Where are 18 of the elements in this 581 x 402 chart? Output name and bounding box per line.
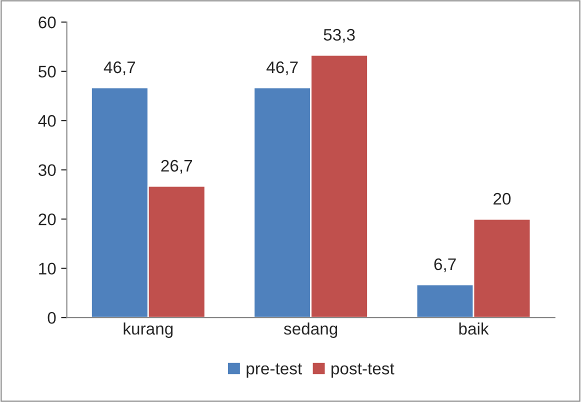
legend-label: pre-test: [246, 364, 302, 378]
y-tick-label: 60: [38, 16, 56, 28]
data-label: 20: [494, 192, 511, 205]
y-tick-label: 0: [48, 312, 56, 324]
y-tick-label: 10: [39, 262, 56, 275]
data-label: 26,7: [161, 160, 192, 174]
x-tick-label: sedang: [284, 322, 338, 338]
data-label: 6,7: [434, 258, 456, 272]
y-tick-label: 30: [38, 164, 56, 176]
y-tick-label: 20: [38, 213, 56, 226]
data-label: 53,3: [324, 28, 355, 43]
y-tick-label: 40: [38, 115, 56, 127]
x-tick-label: kurang: [124, 322, 173, 338]
x-tick-label: baik: [459, 322, 489, 335]
data-label: 46,7: [104, 61, 136, 76]
data-label: 46,7: [266, 61, 298, 76]
y-tick-label: 50: [38, 66, 56, 78]
legend-label: post-test: [332, 364, 394, 378]
